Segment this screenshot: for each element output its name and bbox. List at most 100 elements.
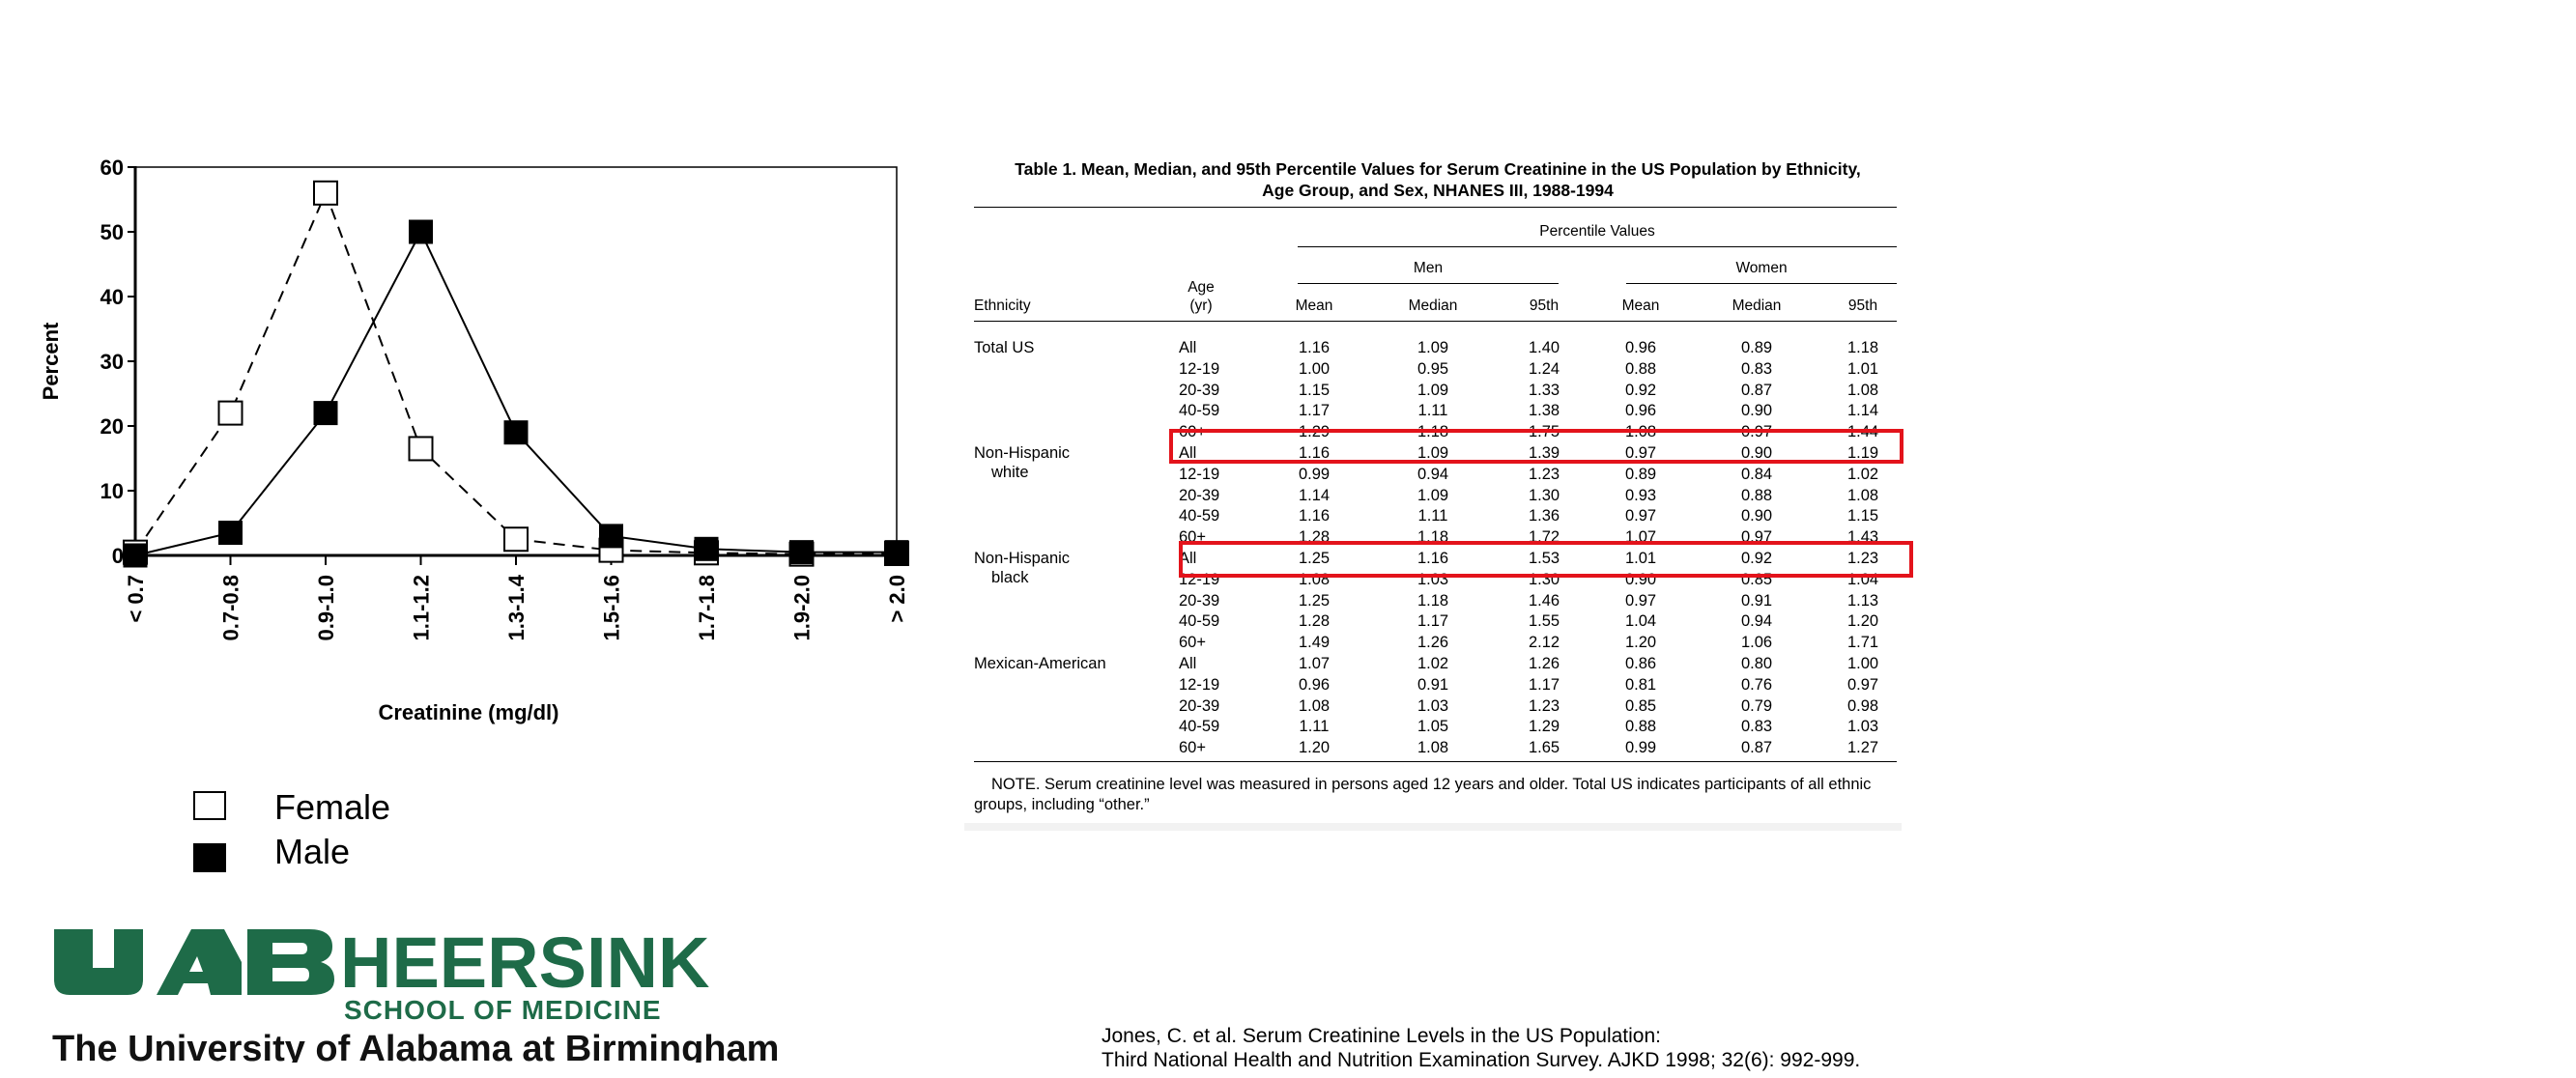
value-cell: 0.94 xyxy=(1417,465,1449,483)
age-group-cell: All xyxy=(1179,550,1197,567)
filled-square-icon xyxy=(193,843,226,872)
legend-label-female: Female xyxy=(274,787,391,827)
value-cell: 1.26 xyxy=(1528,655,1560,672)
value-cell: 1.00 xyxy=(1846,655,1879,672)
age-group-cell: 40-59 xyxy=(1179,718,1220,736)
y-axis-label: Percent xyxy=(39,322,63,400)
header-men-95th: 95th xyxy=(1529,298,1560,314)
value-cell: 1.03 xyxy=(1846,718,1879,736)
value-cell: 0.96 xyxy=(1298,675,1331,694)
value-cell: 0.89 xyxy=(1624,465,1657,483)
data-point-female xyxy=(313,180,338,206)
value-cell: 0.96 xyxy=(1624,339,1657,356)
value-cell: 1.08 xyxy=(1846,381,1879,399)
value-cell: 0.81 xyxy=(1624,675,1657,694)
x-tick-label: 1.9-2.0 xyxy=(790,575,815,641)
men-rule xyxy=(1298,283,1559,284)
value-cell: 1.08 xyxy=(1846,486,1879,504)
value-cell: 1.02 xyxy=(1846,465,1879,483)
age-group-cell: All xyxy=(1179,339,1197,356)
value-cell: 0.91 xyxy=(1417,675,1449,694)
header-men-mean: Mean xyxy=(1295,298,1333,314)
data-point-male xyxy=(218,521,243,546)
x-tick-label: 1.7-1.8 xyxy=(695,575,719,641)
value-cell: 1.19 xyxy=(1846,444,1879,462)
value-cell: 1.14 xyxy=(1846,402,1879,420)
header-percentile-values: Percentile Values xyxy=(1539,223,1655,240)
logo-heersink-text: HEERSINK xyxy=(340,922,710,1003)
value-cell: 1.23 xyxy=(1528,465,1560,483)
data-point-male xyxy=(313,401,338,426)
age-group-cell: 40-59 xyxy=(1179,507,1220,525)
value-cell: 0.88 xyxy=(1624,718,1657,736)
x-axis-ticks: < 0.7 0.7-0.8 0.9-1.0 1.1-1.2 1.3-1.4 1.5-1.6… xyxy=(124,555,909,641)
value-cell: 0.88 xyxy=(1624,359,1657,378)
x-tick-label: 0.9-1.0 xyxy=(314,575,338,641)
header-age-line-2: (yr) xyxy=(1189,298,1213,314)
value-cell: 1.09 xyxy=(1417,381,1449,399)
value-cell: 1.65 xyxy=(1528,739,1560,757)
header-women: Women xyxy=(1735,260,1788,276)
ethnicity-label-line: Non-Hispanic xyxy=(974,444,1071,462)
value-cell: 0.88 xyxy=(1740,486,1773,504)
value-cell: 1.27 xyxy=(1846,739,1879,757)
x-tick-label: 1.5-1.6 xyxy=(600,575,624,641)
value-cell: 0.97 xyxy=(1624,591,1657,610)
age-group-cell: 60+ xyxy=(1179,634,1206,652)
value-cell: 1.07 xyxy=(1298,655,1331,672)
value-cell: 1.06 xyxy=(1740,634,1773,652)
value-cell: 1.28 xyxy=(1298,612,1331,631)
value-cell: 1.55 xyxy=(1528,612,1560,631)
value-cell: 1.16 xyxy=(1298,339,1331,356)
value-cell: 1.20 xyxy=(1624,634,1657,652)
ethnicity-label: Non-Hispanic black xyxy=(974,549,1070,587)
value-cell: 1.03 xyxy=(1417,696,1449,715)
citation: Jones, C. et al. Serum Creatinine Levels… xyxy=(1102,1024,1860,1072)
highlight-box-black-all xyxy=(1179,541,1913,578)
value-cell: 0.90 xyxy=(1740,402,1773,420)
series-line-male xyxy=(134,229,897,556)
age-group-cell: 20-39 xyxy=(1179,381,1220,399)
value-cell: 0.97 xyxy=(1624,507,1657,525)
table-title-line-1: Table 1. Mean, Median, and 95th Percenti… xyxy=(1015,159,1861,179)
age-group-cell: All xyxy=(1179,444,1197,462)
table-note: NOTE. Serum creatinine level was measure… xyxy=(974,776,1872,813)
uab-mark-icon xyxy=(54,929,334,995)
ethnicity-label-line: white xyxy=(991,464,1029,481)
value-cell: 0.90 xyxy=(1740,444,1773,462)
value-cell: 1.71 xyxy=(1846,634,1879,652)
legend-item-male: Male xyxy=(191,832,501,876)
data-point-male xyxy=(789,540,814,565)
value-cell: 0.89 xyxy=(1740,339,1773,356)
value-cell: 1.08 xyxy=(1298,696,1331,715)
data-point-male xyxy=(123,543,148,568)
value-cell: 1.09 xyxy=(1417,444,1449,462)
value-cell: 1.04 xyxy=(1624,612,1657,631)
citation-line-1: Jones, C. et al. Serum Creatinine Levels… xyxy=(1102,1025,1661,1047)
value-cell: 1.29 xyxy=(1528,718,1560,736)
value-cell: 1.02 xyxy=(1417,655,1449,672)
data-point-male xyxy=(409,219,433,244)
value-cell: 1.33 xyxy=(1528,381,1560,399)
value-cell: 1.01 xyxy=(1846,359,1879,378)
y-axis-ticks: 0 10 20 30 40 50 60 xyxy=(100,156,135,568)
value-cell: 0.97 xyxy=(1846,675,1879,694)
value-cell: 1.38 xyxy=(1528,402,1560,420)
value-cell: 0.79 xyxy=(1740,696,1773,715)
age-group-cell: 12-19 xyxy=(1179,359,1220,378)
age-group-cell: All xyxy=(1179,655,1197,672)
value-cell: 1.20 xyxy=(1298,739,1331,757)
header-rule xyxy=(974,321,1897,322)
x-tick-label: > 2.0 xyxy=(885,575,909,623)
highlight-box-white-all xyxy=(1169,429,1903,464)
value-cell: 0.86 xyxy=(1624,655,1657,672)
plot-border xyxy=(134,166,898,556)
age-group-cell: 20-39 xyxy=(1179,696,1220,715)
table-title: Table 1. Mean, Median, and 95th Percenti… xyxy=(974,158,1902,201)
header-men: Men xyxy=(1413,260,1444,276)
value-cell: 1.49 xyxy=(1298,634,1331,652)
value-cell: 1.11 xyxy=(1417,507,1448,525)
data-point-male xyxy=(503,420,529,445)
creatinine-table: Table 1. Mean, Median, and 95th Percenti… xyxy=(964,155,1913,831)
value-cell: 1.53 xyxy=(1528,550,1560,567)
